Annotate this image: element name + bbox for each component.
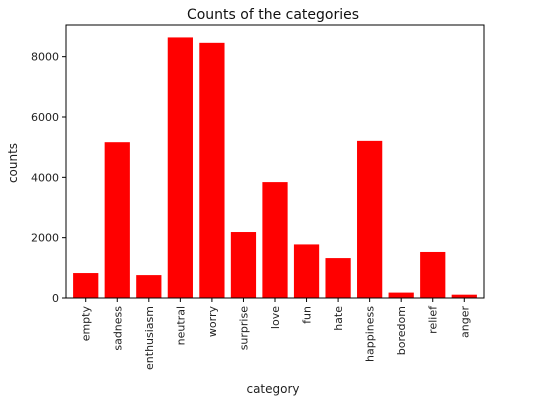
bar-relief <box>420 251 446 298</box>
x-tick-label-enthusiasm: enthusiasm <box>143 306 156 370</box>
chart-title: Counts of the categories <box>187 7 359 23</box>
x-tick-label-surprise: surprise <box>237 306 250 351</box>
y-axis-label: counts <box>6 143 20 183</box>
y-tick-label: 2000 <box>31 232 59 245</box>
bar-happiness <box>357 140 383 298</box>
bar-enthusiasm <box>136 275 162 298</box>
x-tick-label-fun: fun <box>301 306 314 324</box>
x-tick-label-happiness: happiness <box>364 306 377 362</box>
plot-frame <box>65 24 485 299</box>
bar-surprise <box>230 232 257 298</box>
x-tick-label-worry: worry <box>206 306 219 338</box>
bar-sadness <box>104 142 130 298</box>
bar-empty <box>73 273 99 298</box>
y-tick-label: 4000 <box>31 171 59 184</box>
x-tick-label-boredom: boredom <box>395 306 408 355</box>
bars-group <box>73 37 477 299</box>
x-tick-label-neutral: neutral <box>174 306 187 345</box>
x-tick-label-empty: empty <box>80 306 93 342</box>
bar-boredom <box>388 292 414 298</box>
x-tick-label-sadness: sadness <box>111 306 124 351</box>
bar-worry <box>199 42 225 298</box>
bar-hate <box>325 258 351 298</box>
x-axis-ticks: empty sadness enthusiasm neutral worry surpri… <box>80 298 471 370</box>
bar-love <box>262 182 288 298</box>
y-tick-label: 6000 <box>31 111 59 124</box>
y-axis-ticks: 0 2000 4000 6000 8000 <box>31 51 66 305</box>
x-tick-label-hate: hate <box>332 306 345 331</box>
y-tick-label: 8000 <box>31 51 59 64</box>
bar-fun <box>293 244 320 298</box>
bar-neutral <box>167 37 193 299</box>
bar-anger <box>451 294 477 298</box>
x-tick-label-anger: anger <box>458 306 471 338</box>
x-axis-label: category <box>246 382 299 396</box>
y-tick-label: 0 <box>52 292 59 305</box>
x-tick-label-relief: relief <box>427 305 440 334</box>
x-tick-label-love: love <box>269 306 282 329</box>
